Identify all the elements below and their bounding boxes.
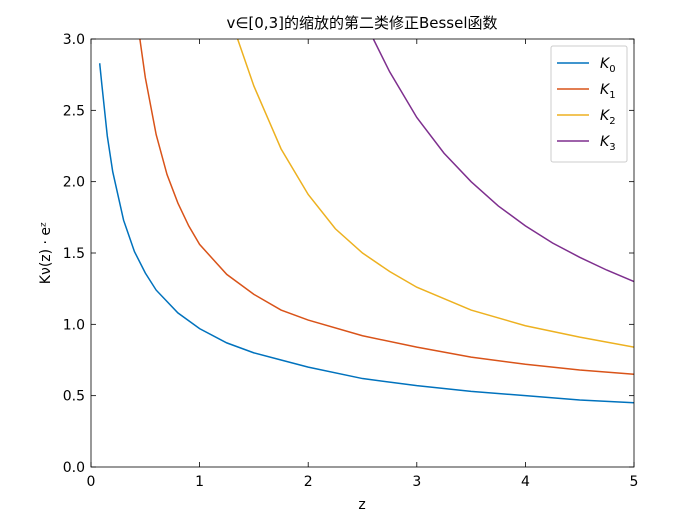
series-line-k1 — [139, 39, 634, 376]
axis-ticks: 0 1 2 3 4 5 0.0 0.5 1.0 1.5 2.0 2.5 3.0 — [63, 32, 639, 490]
series-line-k2 — [236, 39, 634, 348]
x-tick-label: 0 — [87, 474, 96, 490]
series-line-k0 — [98, 63, 634, 404]
y-tick-label: 2.5 — [63, 103, 85, 119]
x-axis-label: z — [358, 497, 365, 513]
series-line-k3 — [372, 39, 634, 283]
x-tick-label: 5 — [630, 474, 639, 490]
legend-box — [550, 45, 628, 163]
chart-title: v∈[0,3]的缩放的第二类修正Bessel函数 — [226, 14, 497, 32]
x-tick-label: 4 — [521, 474, 530, 490]
y-tick-label: 2.0 — [63, 175, 85, 191]
y-tick-label: 0.0 — [63, 460, 85, 476]
y-tick-label: 1.0 — [63, 317, 85, 333]
x-tick-label: 3 — [412, 474, 421, 490]
x-tick-label: 1 — [195, 474, 204, 490]
x-tick-label: 2 — [304, 474, 313, 490]
y-tick-label: 0.5 — [63, 389, 85, 405]
y-tick-label: 1.5 — [63, 246, 85, 262]
y-tick-label: 3.0 — [63, 32, 85, 48]
y-axis-label: Kν(z) · eᶻ — [38, 222, 54, 284]
